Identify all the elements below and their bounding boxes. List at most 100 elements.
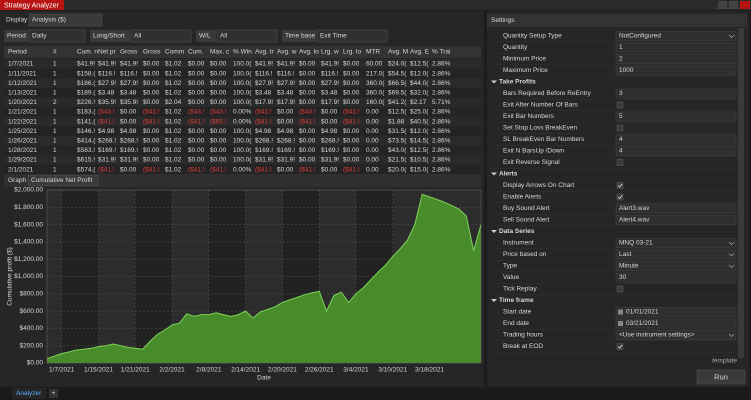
setting-value: 5 — [619, 113, 623, 120]
setting-label: Exit Reverse Signal — [503, 159, 560, 166]
setting-dropdown[interactable] — [615, 261, 737, 271]
table-cell: $31.9! — [321, 157, 339, 164]
column-header[interactable]: Cum. — [188, 49, 204, 56]
setting-value: <Use instrument settings> — [619, 332, 695, 339]
setting-value: Alert4.wav — [619, 217, 650, 224]
setting-value: 4 — [619, 148, 623, 155]
maximize-button[interactable] — [729, 1, 738, 9]
checkbox[interactable] — [616, 193, 624, 201]
checkbox[interactable] — [616, 182, 624, 189]
column-header[interactable]: Avg. tr — [255, 49, 275, 56]
setting-value: MNQ 03-21 — [619, 240, 653, 247]
column-header[interactable]: MTR — [366, 49, 380, 56]
table-cell: ($41.! — [143, 118, 160, 125]
setting-input[interactable] — [615, 111, 737, 122]
section-toggle[interactable] — [491, 299, 497, 302]
column-header[interactable]: Period — [8, 49, 27, 56]
close-button[interactable] — [740, 1, 750, 9]
column-header[interactable]: Comm — [165, 49, 184, 56]
setting-dropdown[interactable] — [615, 238, 737, 248]
setting-input[interactable] — [615, 146, 737, 156]
filter-dropdown[interactable] — [216, 29, 278, 43]
column-header[interactable]: Cum. n — [77, 49, 98, 56]
table-cell: 2.86% — [432, 147, 451, 154]
setting-dropdown[interactable] — [615, 31, 737, 41]
pin-button[interactable] — [718, 1, 727, 9]
table-cell: $186.( — [77, 80, 96, 87]
setting-input[interactable] — [615, 42, 737, 53]
column-header[interactable]: Gross — [120, 49, 138, 56]
filter-label: Long/Short — [93, 33, 125, 40]
run-button[interactable] — [696, 369, 746, 385]
table-cell: 0.00 — [366, 157, 379, 164]
filter-value: All — [134, 33, 142, 40]
column-header[interactable]: # — [53, 49, 57, 56]
tab-add[interactable] — [49, 389, 58, 398]
column-header[interactable]: Max. c — [210, 49, 230, 56]
setting-input[interactable] — [615, 307, 737, 317]
column-header[interactable]: Avg. w — [277, 49, 297, 56]
table-cell: $12.5( — [410, 61, 429, 68]
section-toggle[interactable] — [491, 80, 497, 84]
column-header[interactable]: Avg. lo — [299, 49, 319, 56]
tab-active[interactable] — [12, 388, 46, 399]
checkbox[interactable] — [616, 101, 624, 109]
checkbox[interactable] — [616, 285, 624, 293]
section-toggle[interactable] — [491, 230, 497, 233]
table-cell: $183.( — [77, 109, 96, 116]
x-tick-label: 1/21/2021 — [121, 367, 150, 374]
column-header[interactable]: % Trai — [432, 49, 450, 56]
column-header[interactable]: Lrg. lo — [343, 49, 361, 56]
table-cell: $0.00 — [210, 147, 227, 154]
table-cell: $0.00 — [188, 147, 205, 154]
setting-input[interactable] — [615, 318, 737, 329]
table-cell: $41.9! — [98, 61, 116, 68]
table-cell: $268.! — [321, 138, 339, 145]
checkbox[interactable] — [616, 343, 624, 350]
setting-input[interactable] — [615, 54, 737, 64]
table-cell: $0.00 — [143, 99, 160, 106]
setting-input[interactable] — [615, 88, 737, 99]
settings-scrollbar[interactable] — [738, 28, 744, 358]
column-header[interactable]: Avg. E — [410, 49, 430, 56]
setting-input[interactable] — [615, 203, 737, 214]
setting-input[interactable] — [615, 272, 737, 283]
table-cell: $32.0( — [410, 90, 429, 97]
table-cell: $0.00 — [343, 61, 360, 68]
column-header[interactable]: Avg. M — [388, 49, 408, 56]
filter-dropdown[interactable] — [28, 29, 86, 43]
column-header[interactable]: Gross — [143, 49, 161, 56]
table-cell: $41.9! — [77, 61, 95, 68]
table-cell: $17.9! — [321, 99, 339, 106]
table-cell: $0.00 — [188, 70, 205, 77]
y-axis-label: Cumulative profit ($) — [7, 247, 14, 306]
setting-value: Last — [619, 251, 631, 258]
setting-label: Maximum Price — [503, 67, 548, 74]
filter-dropdown[interactable] — [316, 29, 388, 43]
checkmark — [617, 195, 623, 200]
table-cell: $27.9! — [277, 80, 295, 87]
setting-value: 30 — [619, 274, 627, 281]
setting-dropdown[interactable] — [615, 249, 737, 260]
graph-dropdown[interactable] — [27, 175, 99, 186]
section-toggle[interactable] — [491, 172, 497, 176]
setting-input[interactable] — [615, 65, 737, 76]
setting-input[interactable] — [615, 134, 737, 145]
checkbox[interactable] — [616, 124, 624, 132]
table-cell: $0.00 — [299, 128, 316, 135]
table-cell: $25.0( — [410, 109, 429, 116]
setting-input[interactable] — [615, 215, 737, 225]
checkbox[interactable] — [616, 159, 624, 166]
setting-value: 01/01/2021 — [626, 309, 659, 316]
column-header[interactable]: Lrg. w — [321, 49, 339, 56]
table-cell: 1 — [53, 147, 57, 154]
filter-dropdown[interactable] — [130, 29, 192, 43]
column-header[interactable]: % Win — [233, 49, 252, 56]
y-tick-label: $800.00 — [20, 291, 44, 298]
table-cell: $1.02 — [165, 166, 182, 173]
table-cell: $0.00 — [299, 147, 316, 154]
column-header[interactable]: Net pr — [98, 49, 117, 56]
display-dropdown[interactable] — [28, 13, 103, 27]
table-cell: 1/26/2021 — [8, 138, 37, 145]
setting-dropdown[interactable] — [615, 330, 737, 340]
